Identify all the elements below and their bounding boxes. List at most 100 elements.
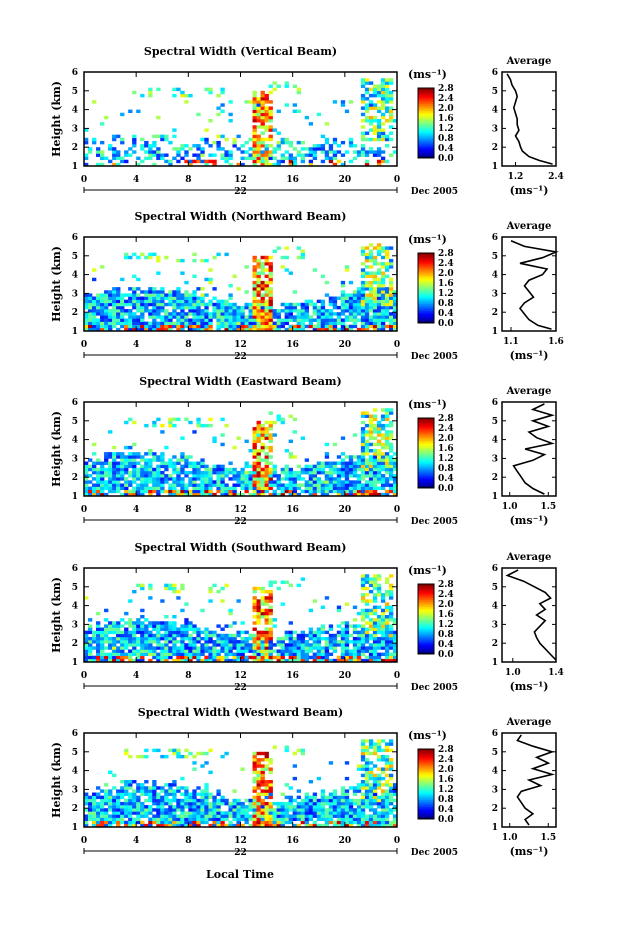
heatmap-cell (244, 321, 249, 326)
heatmap-cell (280, 153, 285, 157)
colorbar-segment (418, 254, 434, 257)
heatmap-cell (336, 633, 342, 638)
heatmap-cell (116, 808, 121, 812)
heatmap-cell (200, 147, 205, 151)
heatmap-cell (264, 430, 269, 434)
heatmap-cell (140, 302, 145, 307)
heatmap-cell (368, 801, 374, 806)
heatmap-cell (272, 321, 277, 326)
heatmap-cell (388, 262, 394, 266)
heatmap-cell (196, 492, 201, 497)
heatmap-cell (356, 783, 362, 787)
heatmap-cell (108, 814, 113, 818)
heatmap-cell (392, 312, 398, 316)
heatmap-cell (192, 489, 197, 494)
heatmap-cell (368, 119, 374, 123)
heatmap-cell (152, 477, 157, 481)
heatmap-cell (284, 246, 289, 250)
heatmap-cell (180, 820, 185, 825)
heatmap-cell (388, 433, 394, 437)
heatmap-cell (104, 452, 109, 456)
heatmap-cell (112, 455, 117, 459)
heatmap-cell (380, 90, 386, 95)
heatmap-cell (168, 630, 173, 635)
heatmap-cell (240, 156, 245, 161)
heatmap-cell (192, 464, 197, 469)
heatmap-cell (296, 805, 301, 809)
heatmap-cell (164, 296, 169, 300)
heatmap-cell (116, 480, 121, 484)
heatmap-cell (104, 652, 109, 657)
heatmap-cell (144, 811, 149, 815)
heatmap-cell (176, 305, 181, 310)
heatmap-cell (196, 474, 201, 478)
heatmap-cell (188, 455, 193, 459)
colorbar-segment (418, 479, 434, 482)
heatmap-cell (264, 817, 269, 822)
heatmap-cell (348, 324, 354, 329)
heatmap-cell (100, 655, 105, 660)
heatmap-cell (208, 119, 213, 123)
heatmap-cell (288, 474, 293, 478)
heatmap-cell (120, 293, 125, 297)
heatmap-cell (296, 649, 301, 653)
colorbar-tick-label: 0.0 (438, 319, 454, 329)
heatmap-cell (376, 658, 382, 663)
heatmap-cell (132, 312, 137, 316)
heatmap-cell (368, 489, 374, 494)
heatmap-cell (344, 455, 350, 459)
heatmap-cell (132, 652, 137, 657)
colorbar-segment (418, 107, 434, 110)
heatmap-cell (160, 430, 165, 434)
heatmap-cell (204, 492, 209, 497)
heatmap-cell (144, 461, 149, 465)
heatmap-cell (392, 452, 398, 456)
heatmap-cell (360, 583, 366, 588)
heatmap-cell (152, 655, 157, 660)
heatmap-cell (136, 489, 141, 494)
heatmap-cell (376, 280, 382, 285)
colorbar-segment (418, 263, 434, 266)
heatmap-cell (148, 321, 153, 326)
heatmap-cell (192, 808, 197, 812)
average-y-tick-label: 2 (492, 473, 498, 483)
heatmap-cell (156, 464, 161, 469)
heatmap-cell (264, 312, 269, 316)
heatmap-cell (372, 776, 378, 781)
heatmap-cell (256, 321, 261, 326)
heatmap-cell (224, 474, 229, 478)
heatmap-cell (244, 315, 249, 319)
heatmap-cell (392, 823, 398, 828)
heatmap-cell (320, 467, 326, 472)
heatmap-cell (176, 820, 181, 825)
heatmap-cell (276, 417, 281, 422)
heatmap-cell (376, 150, 382, 154)
heatmap-cell (288, 486, 293, 491)
heatmap-cell (100, 327, 105, 332)
heatmap-cell (176, 817, 181, 822)
heatmap-cell (388, 464, 394, 469)
heatmap-cell (364, 773, 370, 778)
heatmap-cell (364, 814, 370, 818)
heatmap-cell (388, 296, 394, 300)
heatmap-cell (252, 128, 257, 132)
heatmap-cell (292, 808, 297, 812)
heatmap-cell (368, 417, 374, 422)
heatmap-cell (388, 449, 394, 453)
heatmap-cell (292, 817, 297, 822)
heatmap-cell (260, 445, 265, 450)
heatmap-cell (376, 783, 382, 787)
heatmap-cell (100, 299, 105, 304)
heatmap-cell (256, 150, 261, 154)
heatmap-cell (224, 751, 229, 756)
heatmap-cell (108, 324, 113, 329)
heatmap-cell (368, 618, 374, 622)
heatmap-cell (368, 786, 374, 790)
heatmap-cell (96, 162, 101, 167)
heatmap-cell (260, 823, 265, 828)
heatmap-cell (260, 596, 265, 600)
heatmap-cell (384, 262, 390, 266)
heatmap-cell (360, 147, 366, 151)
date-label: Dec 2005 (411, 187, 458, 197)
heatmap-cell (168, 312, 173, 316)
